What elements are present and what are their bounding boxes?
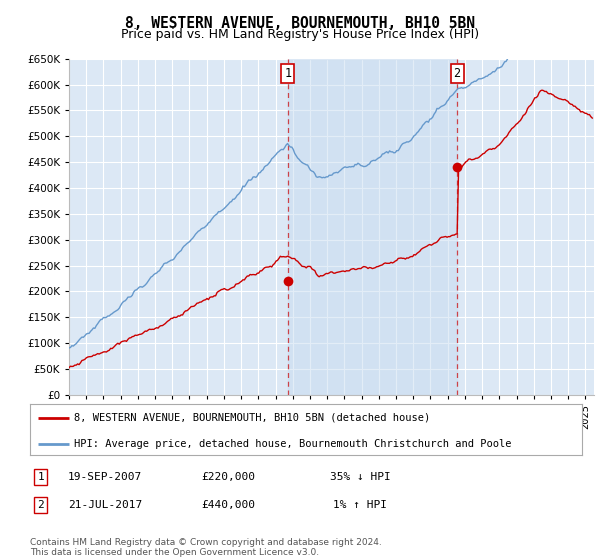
Text: 1: 1 bbox=[284, 67, 292, 80]
Text: 8, WESTERN AVENUE, BOURNEMOUTH, BH10 5BN: 8, WESTERN AVENUE, BOURNEMOUTH, BH10 5BN bbox=[125, 16, 475, 31]
Bar bbox=[288, 59, 457, 395]
Text: 8, WESTERN AVENUE, BOURNEMOUTH, BH10 5BN (detached house): 8, WESTERN AVENUE, BOURNEMOUTH, BH10 5BN… bbox=[74, 413, 430, 423]
Text: 2: 2 bbox=[454, 67, 461, 80]
Text: HPI: Average price, detached house, Bournemouth Christchurch and Poole: HPI: Average price, detached house, Bour… bbox=[74, 438, 512, 449]
Text: 21-JUL-2017: 21-JUL-2017 bbox=[68, 500, 142, 510]
Text: 19-SEP-2007: 19-SEP-2007 bbox=[68, 472, 142, 482]
Text: 35% ↓ HPI: 35% ↓ HPI bbox=[329, 472, 391, 482]
Text: Price paid vs. HM Land Registry's House Price Index (HPI): Price paid vs. HM Land Registry's House … bbox=[121, 28, 479, 41]
Text: 2: 2 bbox=[37, 500, 44, 510]
Text: 1: 1 bbox=[37, 472, 44, 482]
Text: Contains HM Land Registry data © Crown copyright and database right 2024.
This d: Contains HM Land Registry data © Crown c… bbox=[30, 538, 382, 557]
Text: 1% ↑ HPI: 1% ↑ HPI bbox=[333, 500, 387, 510]
Text: £440,000: £440,000 bbox=[201, 500, 255, 510]
Text: £220,000: £220,000 bbox=[201, 472, 255, 482]
